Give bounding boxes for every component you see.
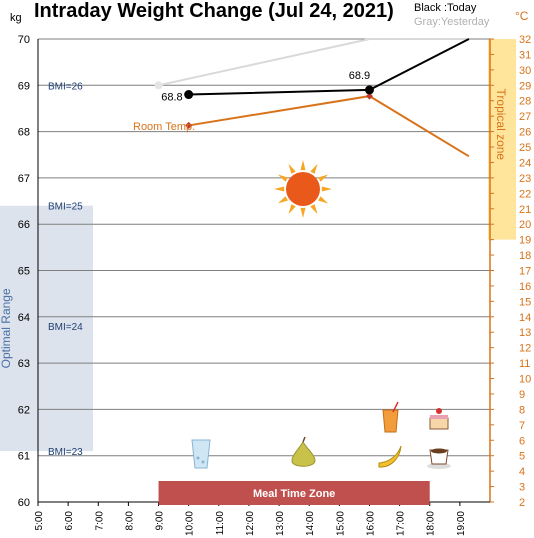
x-tick-label: 6:00: [64, 511, 75, 531]
meal-time-zone-label: Meal Time Zone: [253, 488, 335, 500]
tropical-zone-label: Tropical zone: [494, 89, 508, 161]
y-tick-label: 60: [18, 497, 30, 509]
y2-tick-label: 3: [519, 482, 525, 494]
bmi-label: BMI=24: [48, 322, 83, 333]
today-data-label: 68.8: [161, 92, 182, 104]
today-data-label: 68.9: [349, 70, 370, 82]
y2-tick-label: 13: [519, 327, 531, 339]
y2-tick-label: 26: [519, 127, 531, 139]
y2-tick-label: 2: [519, 497, 525, 509]
y-tick-label: 66: [18, 219, 30, 231]
y-tick-label: 69: [18, 80, 30, 92]
x-tick-label: 11:00: [215, 511, 226, 536]
glass-of-water-icon: [191, 439, 211, 469]
y-tick-label: 64: [18, 312, 30, 324]
y2-tick-label: 31: [519, 49, 531, 61]
today-point: [364, 85, 374, 95]
yesterday-line: [158, 38, 469, 87]
y2-tick-label: 23: [519, 173, 531, 185]
bmi-label: BMI=25: [48, 202, 83, 213]
optimal-range-band: [0, 205, 93, 452]
y-tick-label: 63: [18, 358, 30, 370]
y2-tick-label: 9: [519, 389, 525, 401]
y2-tick-label: 22: [519, 188, 531, 200]
room-temp-line: [188, 95, 470, 158]
y2-tick-label: 8: [519, 404, 525, 416]
y-tick-label: 61: [18, 451, 30, 463]
x-tick-label: 10:00: [185, 511, 196, 536]
y2-tick-label: 6: [519, 435, 525, 447]
sun-icon: [274, 160, 332, 218]
optimal-range-label: Optimal Range: [0, 288, 13, 368]
y2-tick-label: 32: [519, 34, 531, 46]
pear-icon: [291, 436, 316, 467]
x-tick-label: 13:00: [275, 511, 286, 536]
room-temp-point: [365, 92, 374, 100]
x-tick-label: 15:00: [335, 511, 346, 536]
y2-tick-label: 4: [519, 466, 525, 478]
coffee-cup-icon: [427, 448, 451, 469]
y2-tick-label: 25: [519, 142, 531, 154]
y2-tick-label: 18: [519, 250, 531, 262]
y2-tick-label: 15: [519, 296, 531, 308]
yesterday-point: [154, 81, 163, 90]
y2-tick-label: 10: [519, 374, 531, 386]
y2-tick-label: 7: [519, 420, 525, 432]
y2-tick-label: 28: [519, 96, 531, 108]
left-axis-unit: kg: [10, 12, 22, 24]
y2-tick-label: 29: [519, 80, 531, 92]
cake-icon: [429, 408, 449, 430]
x-tick-label: 16:00: [365, 511, 376, 536]
chart-title: Intraday Weight Change (Jul 24, 2021): [34, 0, 394, 22]
x-tick-label: 12:00: [245, 511, 256, 536]
bmi-label: BMI=23: [48, 447, 83, 458]
y2-tick-label: 21: [519, 204, 531, 216]
y-tick-label: 62: [18, 404, 30, 416]
y2-tick-label: 24: [519, 157, 531, 169]
y2-tick-label: 27: [519, 111, 531, 123]
y2-tick-label: 11: [519, 358, 530, 370]
x-tick-label: 7:00: [94, 511, 105, 531]
x-tick-label: 18:00: [426, 511, 437, 536]
bmi-label: BMI=26: [48, 81, 83, 92]
right-axis-unit: °C: [515, 9, 529, 23]
x-tick-label: 9:00: [155, 511, 166, 531]
banana-icon: [378, 445, 402, 468]
room-temp-point: [185, 121, 193, 129]
y2-tick-label: 17: [519, 266, 531, 278]
tropical-zone-band: [488, 39, 516, 240]
legend-yesterday: Gray:Yesterday: [414, 16, 490, 28]
x-tick-label: 8:00: [124, 511, 135, 531]
y2-tick-label: 16: [519, 281, 531, 293]
x-tick-label: 17:00: [396, 511, 407, 536]
y2-tick-label: 30: [519, 65, 531, 77]
y2-tick-label: 5: [519, 451, 525, 463]
y2-tick-label: 12: [519, 343, 531, 355]
today-point: [184, 90, 194, 100]
x-tick-label: 5:00: [34, 511, 45, 531]
room-temp-label: Room Temp.: [133, 121, 195, 133]
legend-today: Black :Today: [414, 2, 477, 14]
y-tick-label: 68: [18, 127, 30, 139]
y-tick-label: 65: [18, 266, 30, 278]
juice-glass-icon: [382, 401, 399, 433]
meal-time-zone-bar: [158, 481, 430, 505]
y-tick-label: 67: [18, 173, 30, 185]
y2-tick-label: 14: [519, 312, 531, 324]
x-tick-label: 19:00: [456, 511, 467, 536]
y2-tick-label: 20: [519, 219, 531, 231]
y-tick-label: 70: [18, 34, 30, 46]
x-tick-label: 14:00: [305, 511, 316, 536]
y2-tick-label: 19: [519, 235, 531, 247]
